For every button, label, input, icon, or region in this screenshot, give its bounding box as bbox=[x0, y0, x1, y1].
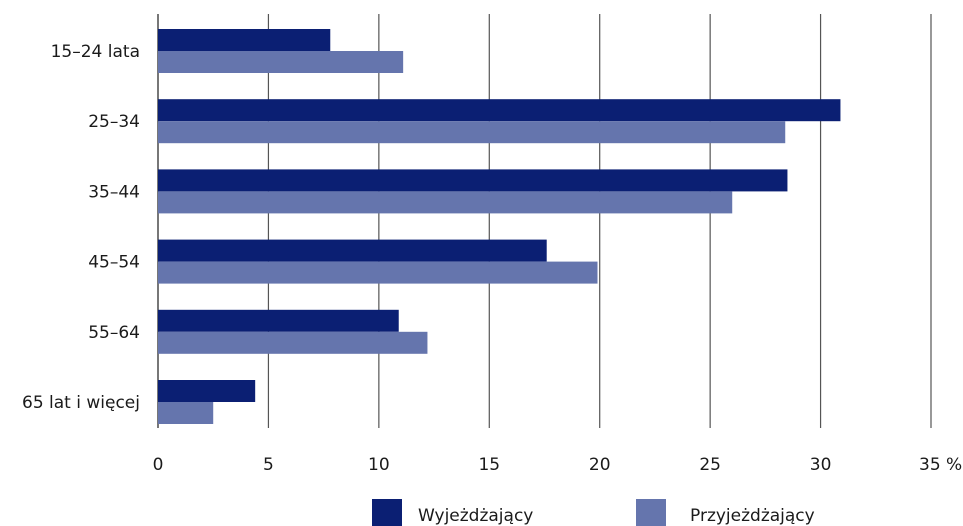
category-label-45-54: 45–54 bbox=[88, 253, 140, 273]
category-label-65-lat-i-wi-cej: 65 lat i więcej bbox=[22, 393, 140, 413]
category-label-15-24-lata: 15–24 lata bbox=[51, 42, 140, 62]
legend-swatch-przyjezdzajacy bbox=[636, 499, 666, 526]
x-tick-label-5: 5 bbox=[263, 455, 274, 475]
category-label-55-64: 55–64 bbox=[88, 323, 140, 343]
legend-swatch-wyjezdzajacy bbox=[372, 499, 402, 526]
x-tick-label-10: 10 bbox=[368, 455, 390, 475]
bar-55-64-series-0 bbox=[158, 309, 399, 332]
bar-45-54-series-1 bbox=[158, 261, 598, 284]
grid-lines bbox=[157, 14, 932, 428]
x-tick-label-30: 30 bbox=[810, 455, 832, 475]
x-tick-label-35: 35 % bbox=[919, 455, 962, 475]
bar-65-lat-i-wi-cej-series-1 bbox=[158, 402, 214, 424]
category-label-35-44: 35–44 bbox=[88, 182, 140, 202]
bar-65-lat-i-wi-cej-series-0 bbox=[158, 380, 256, 402]
bar-25-34-series-0 bbox=[158, 99, 841, 122]
bar-55-64-series-1 bbox=[158, 331, 428, 354]
x-tick-label-20: 20 bbox=[589, 455, 611, 475]
x-tick-label-15: 15 bbox=[478, 455, 500, 475]
bar-15-24-lata-series-0 bbox=[158, 29, 331, 51]
x-tick-labels: 0 5 10 15 20 25 30 35 % bbox=[153, 455, 963, 475]
category-labels: 15–24 lata 25–34 35–44 45–54 55–64 65 lat i w… bbox=[22, 42, 140, 413]
bar-45-54-series-0 bbox=[158, 239, 547, 262]
bar-25-34-series-1 bbox=[158, 121, 786, 144]
category-label-25-34: 25–34 bbox=[88, 112, 140, 132]
legend: Wyjeżdżający Przyjeżdżający bbox=[372, 499, 815, 526]
legend-label-przyjezdzajacy: Przyjeżdżający bbox=[690, 506, 815, 526]
bar-35-44-series-1 bbox=[158, 191, 733, 214]
legend-label-wyjezdzajacy: Wyjeżdżający bbox=[418, 506, 533, 526]
bar-15-24-lata-series-1 bbox=[158, 51, 404, 73]
x-tick-label-0: 0 bbox=[153, 455, 164, 475]
bar-35-44-series-0 bbox=[158, 169, 788, 192]
x-tick-label-25: 25 bbox=[699, 455, 721, 475]
bars bbox=[158, 29, 841, 424]
